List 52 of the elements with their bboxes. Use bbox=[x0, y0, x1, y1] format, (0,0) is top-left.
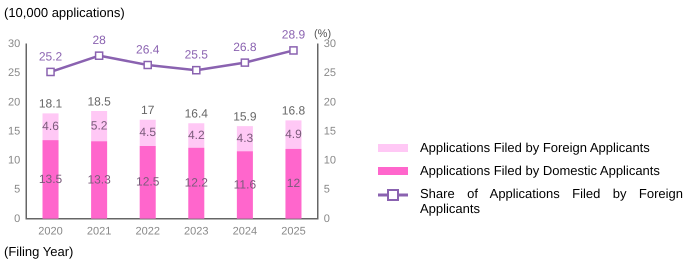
point bbox=[94, 51, 104, 60]
legend-label: Applications Filed by Domestic Applicants bbox=[420, 163, 660, 178]
y2-tick-label: 5 bbox=[324, 184, 330, 196]
y2-tick-label: 20 bbox=[324, 96, 336, 108]
y2-tick-label: 25 bbox=[324, 67, 336, 80]
point bbox=[240, 58, 250, 67]
x-tick-label: 2023 bbox=[184, 225, 209, 238]
data-label: 4.5 bbox=[139, 125, 156, 140]
x-axis-title: (Filing Year) bbox=[4, 244, 74, 259]
data-label: 28.9 bbox=[282, 28, 306, 42]
total-label: 16.8 bbox=[282, 104, 306, 118]
y-tick-label: 10 bbox=[8, 154, 20, 167]
y-tick-label: 15 bbox=[8, 125, 20, 138]
data-label: 12 bbox=[286, 176, 300, 190]
data-label: 25.2 bbox=[38, 49, 63, 64]
data-label: 26.4 bbox=[136, 42, 160, 56]
y2-tick-label: 10 bbox=[324, 154, 336, 167]
y-axis-title: (10,000 applications) bbox=[4, 5, 125, 20]
y-tick-label: 30 bbox=[8, 38, 20, 50]
bar bbox=[285, 148, 302, 219]
y-tick-label: 25 bbox=[8, 67, 20, 80]
total-label: 18.5 bbox=[87, 94, 112, 108]
data-label: 4.2 bbox=[188, 128, 205, 142]
data-label: 4.9 bbox=[285, 126, 302, 141]
y-tick-label: 20 bbox=[8, 96, 20, 108]
data-label: 25.5 bbox=[184, 48, 208, 62]
point bbox=[289, 46, 298, 55]
y2-tick-label: 15 bbox=[324, 125, 336, 138]
total-label: 17 bbox=[141, 103, 155, 118]
x-tick-label: 2022 bbox=[135, 225, 160, 238]
y2-tick-label: 0 bbox=[324, 212, 330, 225]
data-label: 4.3 bbox=[236, 130, 254, 145]
y2-tick-label: 30 bbox=[324, 38, 336, 50]
x-tick-label: 2025 bbox=[281, 225, 306, 238]
point bbox=[46, 68, 55, 76]
total-label: 18.1 bbox=[38, 96, 63, 111]
total-label: 16.4 bbox=[184, 106, 208, 121]
x-tick-label: 2020 bbox=[38, 225, 63, 238]
legend-label: Applications Filed by Foreign Applicants bbox=[420, 140, 650, 155]
point bbox=[143, 60, 152, 70]
data-label: 26.8 bbox=[233, 40, 257, 54]
legend-label: Share of Applications Filed by Foreign Applicants bbox=[420, 186, 683, 216]
data-label: 5.2 bbox=[90, 118, 108, 132]
y-tick-label: 5 bbox=[14, 184, 20, 196]
x-tick-label: 2024 bbox=[232, 225, 258, 238]
y-tick-label: 0 bbox=[14, 212, 20, 225]
data-label: 4.6 bbox=[42, 119, 60, 134]
total-label: 15.9 bbox=[233, 109, 257, 124]
data-label: 28 bbox=[92, 32, 106, 47]
point bbox=[192, 66, 201, 75]
x-tick-label: 2021 bbox=[86, 225, 112, 238]
y2-axis-title: (%) bbox=[314, 28, 332, 40]
